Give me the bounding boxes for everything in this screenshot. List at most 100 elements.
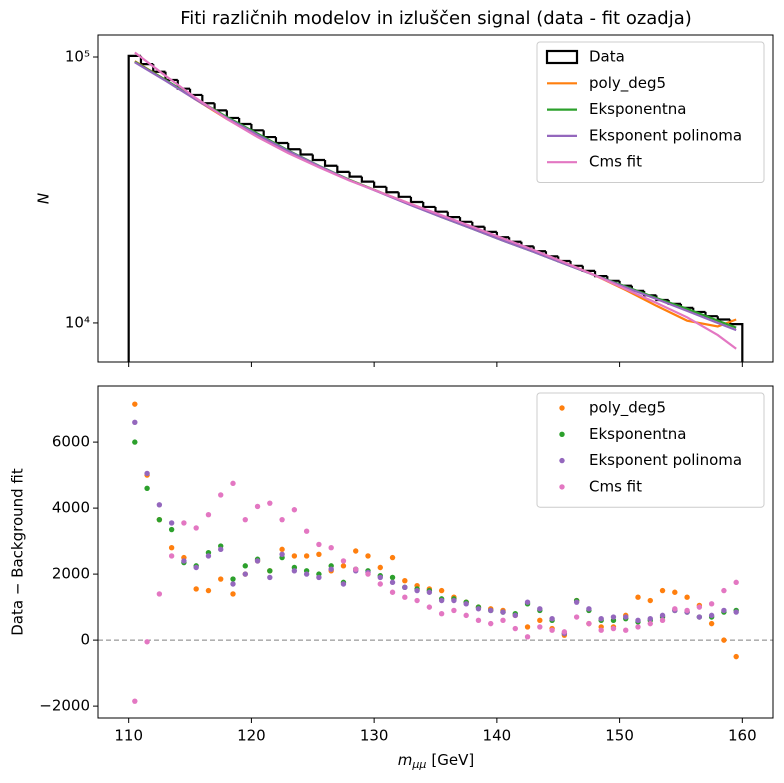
point bbox=[377, 564, 383, 571]
point bbox=[451, 597, 457, 604]
legend-label: Data bbox=[589, 48, 625, 66]
point bbox=[377, 581, 383, 587]
x-tick-label: 110 bbox=[114, 727, 143, 745]
point bbox=[168, 520, 175, 526]
x-label-var: m bbox=[398, 751, 413, 769]
point bbox=[205, 587, 212, 594]
x-tick-label: 130 bbox=[360, 727, 389, 745]
point bbox=[303, 528, 310, 534]
point bbox=[512, 612, 518, 619]
point bbox=[132, 698, 138, 704]
point bbox=[488, 620, 494, 627]
point bbox=[279, 546, 285, 553]
point bbox=[365, 553, 371, 559]
point bbox=[291, 507, 298, 513]
legend-label: Eksponent polinoma bbox=[589, 126, 742, 144]
point bbox=[377, 574, 383, 581]
histogram-step bbox=[360, 176, 375, 183]
point bbox=[598, 627, 604, 633]
point bbox=[181, 558, 187, 564]
histogram-step bbox=[409, 196, 424, 204]
point bbox=[316, 574, 322, 581]
point bbox=[659, 587, 666, 594]
point bbox=[586, 606, 592, 612]
point bbox=[267, 500, 273, 506]
point bbox=[328, 545, 334, 551]
point bbox=[303, 571, 310, 577]
model-line bbox=[134, 61, 737, 332]
point bbox=[303, 553, 310, 559]
point bbox=[328, 566, 334, 572]
legend-swatch bbox=[559, 405, 565, 411]
point bbox=[573, 614, 580, 620]
legend-box bbox=[536, 392, 765, 508]
point bbox=[696, 614, 703, 620]
point bbox=[254, 558, 261, 564]
histogram-step bbox=[201, 94, 215, 105]
histogram-step bbox=[336, 165, 350, 173]
legend-box bbox=[536, 41, 765, 183]
point bbox=[537, 624, 543, 630]
point bbox=[230, 480, 236, 487]
x-axis-label: mμμ [GeV] bbox=[398, 751, 474, 772]
x-tick-label: 120 bbox=[237, 727, 266, 745]
point bbox=[242, 563, 248, 569]
point bbox=[402, 594, 408, 600]
point bbox=[144, 470, 150, 477]
point bbox=[168, 553, 175, 559]
point bbox=[291, 553, 298, 559]
point bbox=[267, 568, 273, 574]
histogram-step bbox=[348, 171, 362, 178]
y-tick-label: 6000 bbox=[52, 433, 90, 451]
point bbox=[414, 597, 420, 604]
point bbox=[414, 587, 420, 594]
histogram-step bbox=[262, 130, 276, 139]
point bbox=[316, 541, 322, 548]
point bbox=[721, 587, 727, 594]
point bbox=[156, 516, 163, 523]
legend-label: poly_deg5 bbox=[589, 74, 666, 93]
point bbox=[267, 574, 273, 581]
point bbox=[647, 615, 653, 622]
legend-swatch bbox=[559, 484, 565, 490]
legend-label: Eksponentna bbox=[589, 425, 687, 443]
histogram-step bbox=[213, 103, 227, 112]
axes-frame bbox=[97, 385, 774, 719]
point bbox=[647, 620, 653, 627]
histogram-step bbox=[385, 186, 399, 194]
point bbox=[230, 591, 236, 597]
point bbox=[524, 634, 531, 640]
y-tick-label: 4000 bbox=[52, 499, 90, 517]
point bbox=[389, 579, 396, 586]
point bbox=[610, 625, 617, 632]
legend-label: Eksponentna bbox=[589, 100, 687, 118]
point bbox=[193, 525, 199, 531]
point bbox=[340, 558, 347, 564]
point bbox=[279, 551, 285, 558]
point bbox=[389, 574, 396, 581]
histogram-step bbox=[434, 206, 448, 213]
point bbox=[696, 604, 703, 610]
point bbox=[500, 617, 506, 624]
point bbox=[291, 568, 298, 574]
histogram-step bbox=[299, 149, 313, 156]
y-axis-label: Data − Background fit bbox=[9, 468, 27, 636]
point bbox=[672, 589, 678, 595]
y-tick-label: 10⁵ bbox=[65, 48, 90, 66]
point bbox=[623, 627, 629, 633]
point bbox=[623, 614, 629, 620]
histogram-step bbox=[250, 123, 264, 132]
point bbox=[132, 439, 138, 445]
y-tick-label: 0 bbox=[80, 631, 90, 649]
point bbox=[316, 551, 322, 558]
histogram-step bbox=[274, 137, 289, 145]
point bbox=[573, 599, 580, 605]
point bbox=[402, 584, 408, 591]
point bbox=[684, 607, 690, 614]
point bbox=[733, 653, 739, 660]
point bbox=[168, 526, 175, 533]
histogram-step bbox=[311, 154, 326, 162]
point bbox=[193, 586, 199, 592]
histogram-step bbox=[238, 117, 252, 126]
